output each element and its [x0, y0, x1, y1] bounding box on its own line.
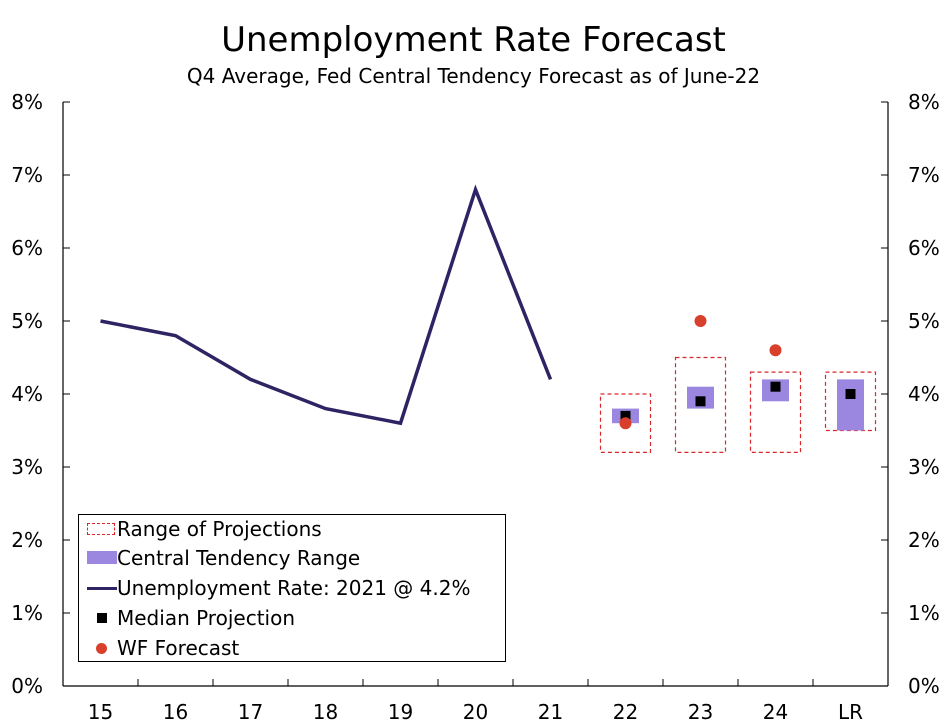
legend-item-range-of-projections: Range of Projections — [79, 515, 322, 543]
y-tick-label-left: 7% — [11, 163, 43, 187]
legend-swatch-unemployment-rate — [81, 578, 117, 598]
x-tick-label: 16 — [163, 700, 188, 724]
y-tick-label-left: 0% — [11, 674, 43, 698]
legend-swatch-wf-forecast — [81, 638, 117, 658]
legend-label: Central Tendency Range — [117, 546, 361, 570]
y-tick-label-left: 8% — [11, 90, 43, 114]
y-tick-label-right: 2% — [908, 528, 940, 552]
y-tick-label-right: 0% — [908, 674, 940, 698]
median-projection-marker — [845, 389, 856, 399]
legend-label: Median Projection — [117, 606, 295, 630]
x-tick-label: 21 — [538, 700, 563, 724]
unemployment-rate-line — [100, 184, 553, 426]
legend: Range of Projections Central Tendency Ra… — [78, 514, 506, 662]
x-tick-label: 15 — [88, 700, 113, 724]
x-tick-label: 18 — [313, 700, 338, 724]
y-tick-label-left: 1% — [11, 601, 43, 625]
central-tendency-bar — [837, 379, 864, 431]
legend-item-median-projection: Median Projection — [79, 604, 295, 632]
wf-forecast-marker — [769, 344, 782, 357]
y-tick-label-right: 3% — [908, 455, 940, 479]
wf-forecast-marker — [619, 417, 632, 430]
y-tick-label-left: 6% — [11, 236, 43, 260]
median-projection-marker — [770, 381, 781, 392]
y-tick-label-left: 2% — [11, 528, 43, 552]
y-tick-label-right: 6% — [908, 236, 940, 260]
y-tick-label-left: 4% — [11, 382, 43, 406]
chart-subtitle: Q4 Average, Fed Central Tendency Forecas… — [186, 64, 761, 88]
x-tick-label: 22 — [613, 700, 638, 724]
legend-swatch-median-projection — [81, 608, 117, 628]
legend-label: Range of Projections — [117, 517, 322, 541]
y-tick-label-left: 3% — [11, 455, 43, 479]
legend-label: WF Forecast — [117, 636, 240, 660]
legend-label: Unemployment Rate: 2021 @ 4.2% — [117, 576, 471, 600]
x-tick-label: LR — [838, 700, 863, 724]
x-tick-label: 19 — [388, 700, 413, 724]
range-of-projections-box — [599, 393, 652, 454]
median-projection-marker — [695, 396, 706, 407]
y-tick-label-right: 4% — [908, 382, 940, 406]
y-tick-label-right: 7% — [908, 163, 940, 187]
legend-item-wf-forecast: WF Forecast — [79, 634, 239, 662]
median-projection-marker — [620, 410, 631, 421]
y-tick-label-right: 1% — [908, 601, 940, 625]
range-of-projections-box — [674, 356, 727, 454]
y-tick-label-right: 8% — [908, 90, 940, 114]
wf-forecast-marker — [694, 315, 707, 327]
legend-item-unemployment-rate: Unemployment Rate: 2021 @ 4.2% — [79, 574, 470, 602]
x-tick-label: 17 — [238, 700, 263, 724]
y-tick-label-right: 5% — [908, 309, 940, 333]
x-tick-label: 24 — [763, 700, 788, 724]
chart-title: Unemployment Rate Forecast — [221, 20, 726, 60]
x-tick-label: 20 — [463, 700, 488, 724]
legend-swatch-central-tendency — [81, 548, 117, 568]
legend-swatch-range-of-projections — [81, 519, 117, 539]
x-tick-label: 23 — [688, 700, 713, 724]
y-tick-label-left: 5% — [11, 309, 43, 333]
range-of-projections-box — [749, 371, 802, 454]
legend-item-central-tendency: Central Tendency Range — [79, 544, 360, 572]
